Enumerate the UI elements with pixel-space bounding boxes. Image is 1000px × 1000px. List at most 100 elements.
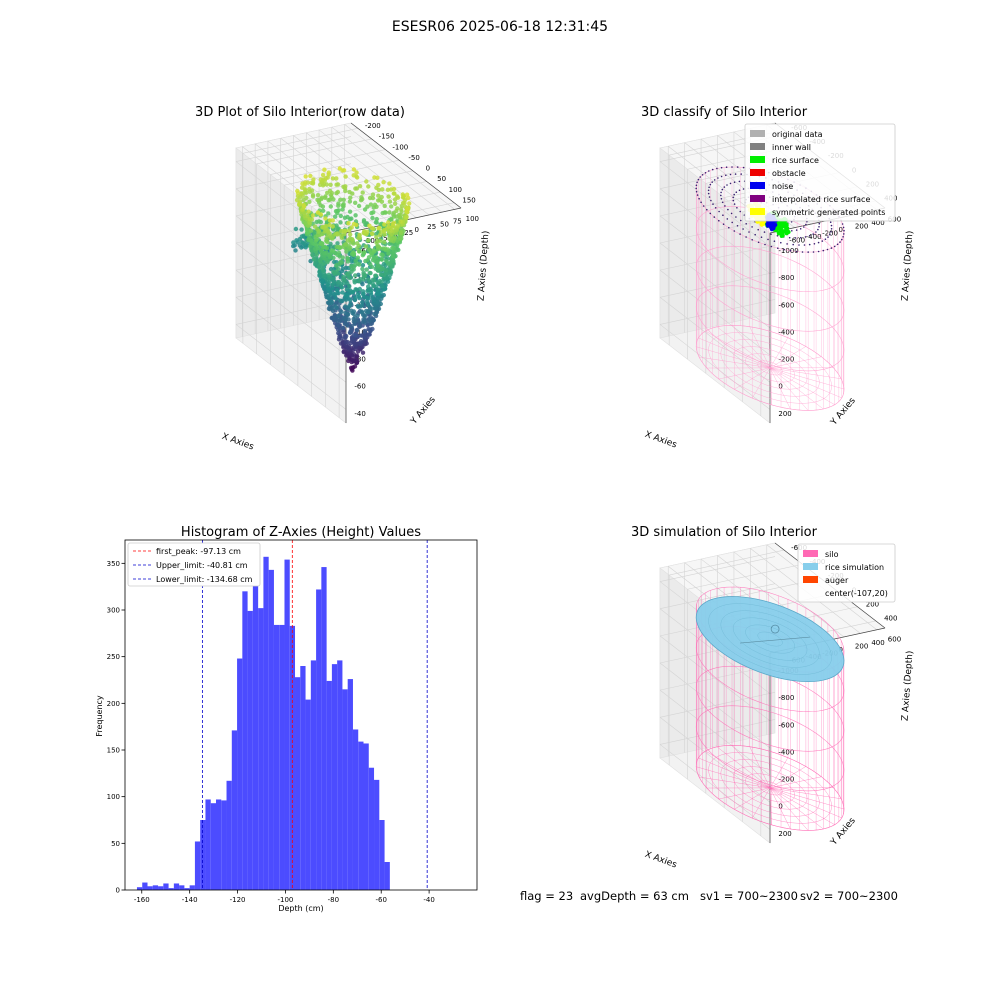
data-point: [330, 218, 335, 223]
histogram-bar: [210, 803, 216, 890]
x-tick-label: -140: [182, 896, 198, 904]
data-point: [368, 327, 373, 332]
data-point: [357, 249, 362, 254]
data-point: [307, 186, 312, 192]
panel-3-ylabel: Frequency: [95, 695, 104, 737]
interpolated-point: [827, 236, 829, 238]
histogram-bar: [316, 589, 322, 890]
silo-floor-spoke: [769, 787, 791, 830]
data-point: [380, 284, 385, 289]
data-point: [365, 229, 370, 234]
y-tick-label: 200: [855, 222, 868, 230]
panel-1-point-cloud: [291, 166, 412, 373]
data-point: [391, 186, 397, 192]
legend-swatch: [750, 130, 765, 137]
legend-frame: [744, 123, 896, 222]
interpolated-point: [708, 170, 710, 172]
data-point: [353, 200, 358, 205]
interpolated-point: [714, 207, 717, 209]
histogram-bar: [326, 680, 332, 890]
x-tick-label: -150: [379, 133, 395, 141]
gridline: [659, 269, 771, 356]
data-point: [347, 236, 353, 241]
interpolated-point: [707, 192, 710, 195]
gridline: [235, 242, 347, 329]
data-point: [335, 266, 341, 272]
data-point: [371, 210, 376, 215]
data-point: [335, 241, 340, 246]
data-point: [363, 308, 369, 314]
z-tick-label: -40: [354, 410, 365, 418]
data-point: [375, 175, 380, 180]
data-point: [398, 207, 404, 212]
interpolated-point: [733, 193, 735, 196]
gridline: [331, 126, 443, 213]
silo-floor-spoke: [769, 757, 789, 789]
data-point: [324, 250, 329, 255]
data-point: [355, 241, 360, 246]
interpolated-point: [757, 228, 759, 231]
data-point: [306, 209, 311, 214]
data-point: [343, 310, 348, 316]
data-point: [331, 248, 336, 253]
data-point: [378, 272, 384, 277]
histogram-bar: [279, 624, 285, 890]
interpolated-point: [730, 212, 733, 215]
silo-floor-spoke: [769, 787, 824, 830]
data-point: [336, 201, 341, 206]
data-point: [364, 299, 370, 304]
histogram-bar: [342, 689, 348, 890]
interpolated-point: [841, 223, 844, 225]
silo-floor-spoke: [770, 776, 822, 789]
interpolated-point: [696, 194, 699, 196]
y-tick-label: 200: [107, 700, 120, 708]
silo-floor-spoke: [716, 746, 771, 789]
interpolated-point: [786, 243, 788, 245]
data-point: [353, 332, 358, 338]
rice-surface-contour: [708, 603, 832, 675]
silo-wall-ring: [695, 245, 845, 332]
data-point: [300, 181, 305, 186]
interpolated-point: [720, 194, 722, 197]
data-point: [307, 243, 313, 249]
data-point: [302, 210, 307, 216]
x-tick-label: -60: [375, 896, 386, 904]
data-point: [339, 309, 344, 314]
data-point: [386, 220, 391, 225]
interpolated-point: [722, 214, 724, 216]
data-point: [340, 325, 346, 331]
data-point: [327, 188, 333, 194]
data-point: [333, 214, 338, 219]
silo-floor-spoke: [749, 326, 771, 368]
histogram-bar: [173, 883, 180, 890]
histogram-bar: [258, 608, 264, 890]
interpolated-point: [735, 191, 738, 193]
silo-floor-spoke: [769, 367, 809, 411]
interpolated-point: [833, 245, 836, 248]
panel-3-legend: first_peak: -97.13 cm Upper_limit: -40.81…: [127, 542, 261, 587]
z-tick-label: -600: [778, 721, 794, 729]
panel-2-xlabel: X Axies: [643, 430, 678, 451]
data-point: [332, 259, 337, 265]
interpolated-point: [807, 251, 809, 253]
data-point: [320, 265, 325, 270]
data-point: [313, 242, 318, 247]
interpolated-point: [736, 207, 738, 209]
legend-swatch: [750, 182, 765, 189]
data-point: [310, 192, 316, 198]
data-point: [307, 199, 312, 204]
x-tick-label: -40: [423, 896, 434, 904]
data-point: [301, 233, 306, 238]
silo-floor-spoke: [769, 787, 809, 831]
interpolated-point: [791, 230, 793, 232]
data-point: [343, 304, 348, 309]
data-point: [390, 245, 395, 251]
data-point: [398, 236, 403, 241]
data-point: [312, 224, 318, 229]
gridline: [659, 635, 771, 722]
histogram-bar: [247, 610, 253, 890]
data-point: [320, 208, 326, 213]
data-point: [343, 241, 348, 247]
histogram-bar: [231, 730, 238, 890]
